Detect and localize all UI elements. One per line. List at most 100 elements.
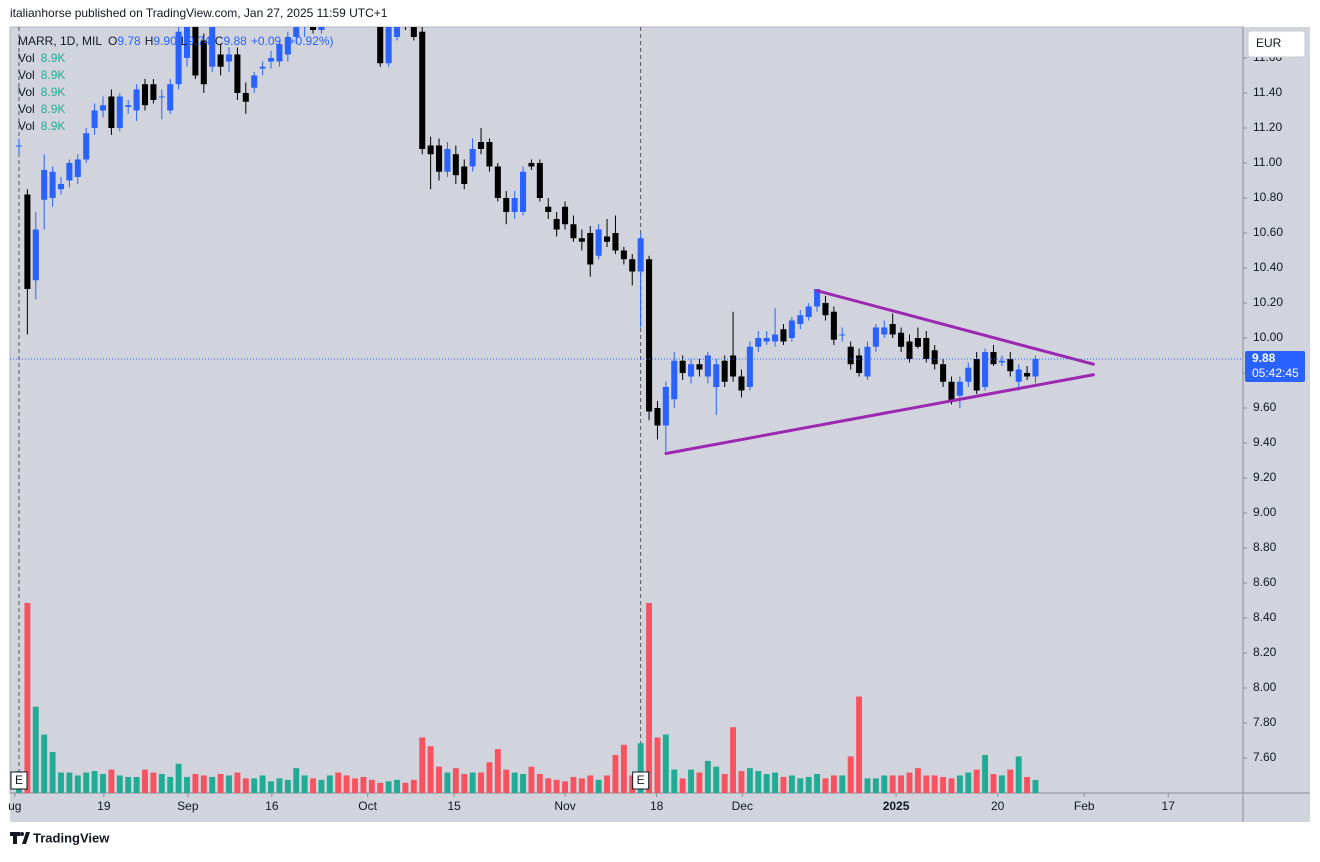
candle-body (209, 27, 216, 67)
x-tick-label: Nov (554, 799, 575, 813)
y-tick-label: 9.00 (1253, 505, 1277, 519)
candle-body (612, 232, 619, 251)
candle-body (889, 323, 896, 335)
study-name: Vol (18, 102, 35, 116)
candle-body (1007, 358, 1014, 372)
candle-body (814, 288, 821, 307)
volume-bar (772, 772, 779, 793)
candle-body (704, 355, 711, 377)
candle-body (251, 75, 258, 88)
volume-bar (578, 778, 585, 793)
candle-body (990, 351, 997, 365)
y-tick-label: 10.60 (1253, 225, 1283, 239)
candle-body (259, 66, 266, 69)
ohlc-value: 9.88 (223, 34, 247, 48)
candle-body (856, 355, 863, 373)
volume-bar (58, 772, 64, 793)
candle-body (536, 162, 543, 198)
volume-bar (1007, 769, 1014, 793)
brand: TradingView (33, 830, 110, 845)
volume-bar (889, 775, 896, 793)
candle-body (788, 320, 795, 338)
volume-bar (730, 727, 737, 793)
volume-bar (486, 762, 493, 793)
candle-body (696, 364, 703, 370)
x-tick-label: 15 (447, 799, 461, 813)
candle-body (175, 31, 182, 85)
volume-bar (469, 772, 476, 793)
volume-bar (175, 763, 182, 793)
candle-body (545, 206, 552, 212)
candle-body (385, 27, 392, 64)
last-price-box (1245, 350, 1305, 382)
volume-bar (251, 778, 258, 793)
candle-body (998, 360, 1005, 363)
trendline (664, 373, 1095, 455)
candle-body (141, 84, 149, 106)
candle-body (923, 337, 930, 359)
volume-bar (1015, 756, 1022, 793)
volume-bar (856, 696, 863, 793)
candle-body (864, 346, 871, 377)
volume-bar (839, 775, 846, 793)
candle-body (503, 197, 510, 212)
volume-bar (872, 778, 879, 793)
volume-bar (410, 779, 417, 793)
volume-bar (494, 749, 501, 793)
candle-body (125, 105, 132, 107)
trendline (815, 289, 1095, 366)
volume-bar (738, 771, 745, 793)
x-tick-label: Sep (177, 799, 199, 813)
candle-body (973, 358, 980, 391)
volume-bar (940, 776, 947, 793)
candle-body (520, 171, 527, 212)
study-line: Vol 8.9K (18, 119, 65, 133)
volume-bar (864, 778, 871, 793)
volume-bar (368, 779, 375, 793)
volume-bar (1024, 776, 1031, 793)
volume-bar (24, 602, 31, 793)
candle-body (57, 183, 65, 190)
volume-bar (116, 775, 123, 793)
y-tick-label: 8.40 (1253, 610, 1277, 624)
candle-body (721, 360, 728, 382)
volume-bar (284, 779, 291, 793)
volume-bar (452, 768, 459, 793)
volume-bar (931, 775, 938, 793)
volume-bar (536, 773, 543, 793)
currency-button[interactable] (1247, 30, 1306, 58)
volume-bar (402, 782, 409, 793)
candle-body (478, 141, 485, 149)
volume-bar (688, 769, 695, 793)
volume-bar (788, 775, 795, 793)
y-tick-label: 8.80 (1253, 540, 1277, 554)
candle-body (15, 145, 23, 147)
candle-body (713, 364, 720, 387)
volume-bar (654, 737, 661, 793)
candle-body (394, 27, 401, 37)
volume-bar (814, 773, 821, 793)
study-name: Vol (18, 51, 35, 65)
candle-body (158, 96, 165, 98)
volume-bar (32, 706, 39, 793)
volume-bar (973, 769, 980, 793)
volume-bar (646, 602, 652, 793)
volume-bar (209, 776, 216, 793)
volume-bar (604, 775, 610, 793)
candle-body (671, 360, 678, 400)
candle-body (965, 367, 972, 382)
ohlc-key: C (215, 34, 224, 48)
volume-bar (360, 776, 367, 793)
publish-info: italianhorse published on TradingView.co… (10, 6, 388, 20)
candle-body (217, 54, 224, 67)
volume-bar (394, 779, 400, 793)
volume-bar (965, 772, 972, 793)
volume-bar (982, 754, 989, 793)
x-tick-label: ug (8, 799, 21, 813)
volume-bar (461, 773, 468, 793)
legend-line: MARR, 1D, MIL O9.78 H9.90 L9.74 C9.88 +0.09 (… (18, 34, 334, 48)
candle-body (83, 133, 90, 160)
study-line: Vol 8.9K (18, 51, 65, 65)
y-tick-label: 8.00 (1253, 680, 1277, 694)
candle-body (150, 84, 157, 100)
